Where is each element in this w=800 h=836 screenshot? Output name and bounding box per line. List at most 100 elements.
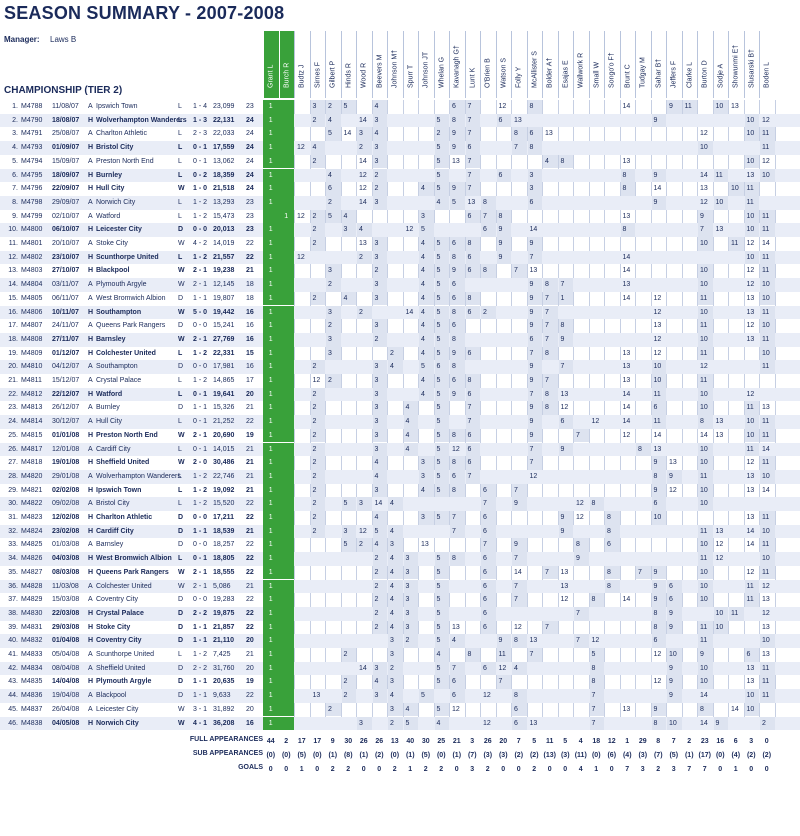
appearance-cell: 14	[622, 596, 631, 604]
appearance-cell: 4	[419, 182, 434, 196]
home-away: H	[88, 431, 94, 439]
appearance-cell: 6	[465, 442, 480, 457]
keeper-cell: 1	[278, 209, 294, 224]
league-position: 22	[246, 418, 254, 426]
appearance-cell: 4	[372, 469, 387, 484]
appearance-cell: 7	[574, 606, 589, 621]
appearance-cell: 12	[498, 664, 507, 672]
appearance-cell: 2	[372, 182, 387, 196]
match-id: M4817	[21, 445, 43, 453]
appearance-cell: 9	[450, 346, 465, 361]
appearance-cell: 3	[388, 538, 403, 553]
appearance-cell: 8	[450, 428, 465, 443]
result: D	[178, 322, 184, 330]
appearance-cell: 6	[651, 497, 666, 511]
appearance-cell: 4	[434, 648, 449, 662]
score: 1 - 3	[193, 116, 208, 124]
appearance-cell: 14	[762, 445, 770, 453]
appearance-cell: 4	[388, 689, 403, 703]
match-id: M4823	[21, 514, 43, 521]
appearance-cell: 5	[403, 716, 418, 731]
appearance-cell: 8	[589, 675, 604, 690]
appearance-cell: 12	[359, 185, 367, 193]
match-number: 9.	[12, 212, 18, 220]
player-header: Beevers M	[371, 31, 388, 98]
opponent: West Bromwich Albion	[96, 555, 172, 563]
match-id: M4826	[21, 555, 43, 563]
match-number: 39.	[8, 623, 18, 631]
keeper-cell	[278, 524, 294, 539]
appearance-cell: 7	[481, 209, 496, 224]
match-id: M4838	[21, 719, 43, 727]
match-number: 34.	[8, 555, 18, 563]
appearance-cell: 13	[746, 294, 755, 302]
match-number: 10.	[8, 226, 18, 234]
table-row	[0, 442, 800, 457]
result: D	[178, 678, 184, 686]
match-number: 3.	[12, 130, 18, 138]
appearance-cell: 4	[341, 291, 356, 306]
score: 1 - 2	[193, 651, 208, 658]
match-number: 41.	[8, 651, 18, 658]
attendance: 17,981	[213, 363, 235, 371]
appearance-cell: 14	[405, 308, 414, 316]
summary-full-appearances-value: 18	[592, 738, 601, 746]
match-id: M4837	[21, 705, 43, 713]
appearance-cell: 12	[622, 431, 631, 439]
result: W	[178, 281, 185, 289]
attendance: 22,033	[213, 130, 235, 138]
appearance-cell: 1	[558, 291, 573, 306]
appearance-cell: 11	[760, 305, 775, 320]
opponent: Sheffield United	[96, 664, 146, 672]
appearance-cell: 5	[372, 524, 387, 539]
summary-sub-appearances-value: (1)	[405, 752, 415, 760]
appearance-cell: 6	[450, 469, 465, 484]
appearance-cell: 7	[543, 565, 558, 580]
appearance-cell: 2	[326, 100, 341, 114]
match-id: M4804	[21, 281, 43, 289]
match-id: M4814	[21, 418, 43, 426]
appearance-cell: 14	[514, 568, 522, 576]
appearance-cell: 13	[452, 157, 460, 165]
score: 0 - 0	[193, 514, 208, 521]
result: W	[178, 568, 185, 576]
appearance-cell: 5	[434, 332, 449, 347]
player-header: Tudgay M	[635, 31, 651, 98]
appearance-cell: 10	[713, 100, 728, 114]
summary-goals-value: 4	[578, 766, 583, 774]
home-away: H	[88, 637, 94, 645]
appearance-cell: 14	[622, 390, 631, 398]
player-header: Spurr T	[402, 31, 419, 98]
appearance-cell: 3	[372, 689, 387, 703]
league-position: 21	[246, 472, 254, 480]
summary-sub-appearances-value: (5)	[669, 752, 679, 760]
match-id: M4791	[21, 130, 43, 138]
appearance-cell: 14	[622, 294, 631, 302]
appearance-cell: 8	[605, 511, 620, 525]
appearance-cell: 11	[760, 415, 775, 429]
appearance-cell: 10	[698, 675, 713, 690]
keeper-cell: 1	[263, 469, 279, 484]
appearance-cell: 9	[667, 620, 682, 635]
appearance-cell: 6	[481, 483, 496, 498]
match-id: M4798	[21, 198, 43, 206]
appearance-cell: 8	[620, 182, 635, 196]
appearance-cell: 7	[450, 511, 465, 525]
player-name: Lunt K	[469, 67, 477, 88]
appearance-cell: 6	[558, 415, 573, 429]
appearance-cell: 7	[512, 264, 527, 279]
summary-full-appearances-value: 7	[516, 738, 521, 746]
appearance-cell: 11	[760, 360, 775, 374]
match-id: M4795	[21, 171, 43, 179]
result: L	[178, 472, 182, 480]
match-date: 29/09/07	[52, 198, 80, 206]
match-number: 46.	[8, 719, 18, 727]
appearance-cell: 9	[667, 606, 682, 621]
appearance-cell: 11	[760, 332, 775, 347]
appearance-cell: 5	[434, 593, 449, 607]
summary-sub-appearances-value: (5)	[297, 752, 307, 760]
appearance-cell: 5	[434, 565, 449, 580]
attendance: 19,807	[213, 294, 235, 302]
appearance-cell: 14	[762, 486, 770, 494]
appearance-cell: 4	[419, 387, 434, 402]
